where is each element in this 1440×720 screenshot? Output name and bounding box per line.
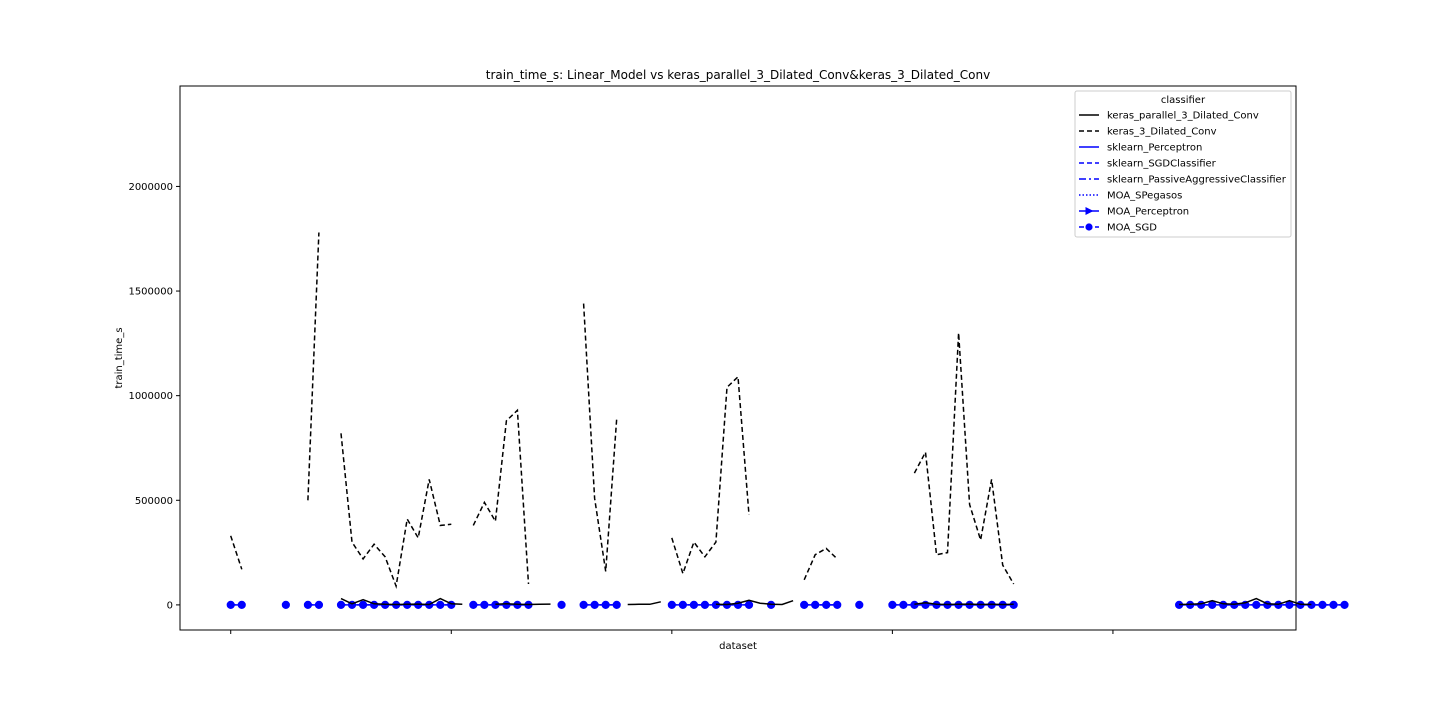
y-axis-label: train_time_s [114, 327, 125, 388]
data-point [811, 600, 820, 609]
data-point [1252, 600, 1261, 609]
legend-label: sklearn_SGDClassifier [1107, 159, 1217, 170]
x-axis [230, 630, 1114, 634]
series-keras_3_Dilated_Conv [229, 232, 1015, 589]
series-line [671, 375, 750, 576]
data-point [590, 600, 599, 609]
y-axis: 0 500000 1000000 1500000 2000000 [128, 182, 180, 611]
data-point [226, 600, 235, 609]
series-line [472, 408, 530, 585]
legend-box [1074, 90, 1292, 238]
data-point [910, 600, 919, 609]
data-point [855, 600, 864, 609]
y-tick-label: 1000000 [128, 391, 173, 402]
legend: classifier keras_parallel_3_Dilated_Convk… [1074, 90, 1292, 238]
data-point [800, 600, 809, 609]
chart-title: train_time_s: Linear_Model vs keras_para… [486, 68, 990, 82]
data-point [833, 600, 842, 609]
series-MOA_SGD [226, 600, 1349, 609]
data-point [1285, 600, 1294, 609]
series-line [340, 433, 452, 589]
data-point [237, 600, 246, 609]
data-point [314, 600, 324, 609]
legend-label: MOA_Perceptron [1107, 207, 1189, 218]
y-tick-label: 2000000 [128, 182, 173, 193]
data-point [612, 600, 621, 609]
data-point [899, 600, 908, 609]
data-point [502, 600, 511, 609]
data-point [557, 600, 566, 609]
data-point [822, 600, 831, 609]
data-point [1318, 600, 1327, 609]
data-point [1329, 600, 1338, 609]
data-point [1340, 600, 1349, 609]
legend-label: sklearn_PassiveAggressiveClassifier [1107, 175, 1287, 186]
y-tick-label: 0 [167, 600, 173, 611]
data-point [303, 600, 313, 609]
x-axis-label: dataset [719, 641, 757, 652]
legend-label: keras_parallel_3_Dilated_Conv [1107, 111, 1259, 122]
data-point [436, 600, 445, 609]
legend-label: sklearn_Perceptron [1107, 143, 1202, 154]
data-point [491, 600, 500, 609]
legend-label: MOA_SGD [1107, 223, 1157, 234]
data-point [689, 600, 698, 609]
axes-frame [179, 85, 1297, 631]
data-point [1208, 600, 1217, 609]
series-line [582, 303, 618, 572]
series-line [803, 547, 838, 581]
data-point [281, 600, 290, 609]
legend-marker [1085, 207, 1094, 215]
series-line [914, 602, 1014, 606]
legend-marker [1085, 223, 1093, 231]
data-point [601, 600, 610, 609]
series-line [229, 535, 243, 570]
data-point [888, 600, 897, 609]
data-point [480, 600, 489, 609]
series-line [495, 603, 551, 606]
data-point [678, 600, 687, 609]
data-point [667, 600, 676, 609]
plot-area [226, 232, 1349, 609]
data-point [700, 600, 710, 609]
y-tick-label: 1500000 [128, 287, 173, 298]
series-line [1179, 597, 1312, 606]
data-point [579, 600, 588, 609]
y-tick-label: 500000 [135, 496, 173, 507]
data-point [336, 600, 346, 609]
series-line [913, 332, 1015, 585]
legend-label: keras_3_Dilated_Conv [1107, 127, 1217, 138]
data-point [469, 600, 478, 609]
data-point [744, 600, 754, 609]
data-point [358, 600, 368, 609]
series-line [340, 597, 463, 606]
series-line [627, 601, 661, 606]
legend-label: MOA_SPegasos [1107, 191, 1182, 202]
legend-title: classifier [1161, 95, 1206, 106]
series-line [715, 599, 794, 606]
series-keras_parallel_3_Dilated_Conv [340, 597, 1312, 606]
series-line [307, 232, 320, 501]
